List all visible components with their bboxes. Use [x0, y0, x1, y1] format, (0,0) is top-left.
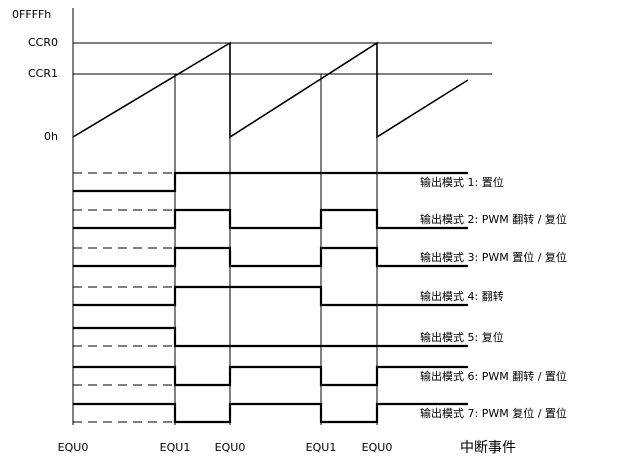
- event-label: EQU0: [362, 441, 393, 454]
- axis-label: 0h: [44, 130, 58, 143]
- output-wave: [73, 285, 468, 307]
- events-title: 中断事件: [460, 440, 516, 456]
- output-wave: [73, 402, 468, 424]
- output-wave: [73, 326, 468, 348]
- output-wave: [73, 365, 468, 387]
- axis-label: CCR0: [28, 36, 58, 49]
- output-wave: [73, 246, 468, 268]
- mode-label: 输出模式 6: PWM 翻转 / 置位: [420, 369, 567, 383]
- mode-label: 输出模式 2: PWM 翻转 / 复位: [420, 212, 567, 226]
- event-label: EQU1: [306, 441, 337, 454]
- event-label: EQU0: [215, 441, 246, 454]
- counter-ramp: [72, 41, 469, 139]
- mode-label: 输出模式 7: PWM 复位 / 置位: [420, 406, 567, 420]
- counter-graph: 0FFFFh CCR0 CCR1 0h: [12, 8, 492, 425]
- mode-label: 输出模式 3: PWM 置位 / 复位: [420, 250, 567, 264]
- output-wave: [73, 208, 468, 230]
- event-labels: 中断事件 EQU0 EQU1 EQU0 EQU1 EQU0: [58, 440, 516, 456]
- event-label: EQU0: [58, 441, 89, 454]
- mode-label: 输出模式 1: 置位: [420, 175, 504, 189]
- mode-label: 输出模式 4: 翻转: [420, 289, 504, 303]
- mode-label: 输出模式 5: 复位: [420, 330, 504, 344]
- axis-label: CCR1: [28, 67, 58, 80]
- output-wave: [73, 171, 468, 193]
- axis-label: 0FFFFh: [12, 8, 51, 21]
- event-label: EQU1: [160, 441, 191, 454]
